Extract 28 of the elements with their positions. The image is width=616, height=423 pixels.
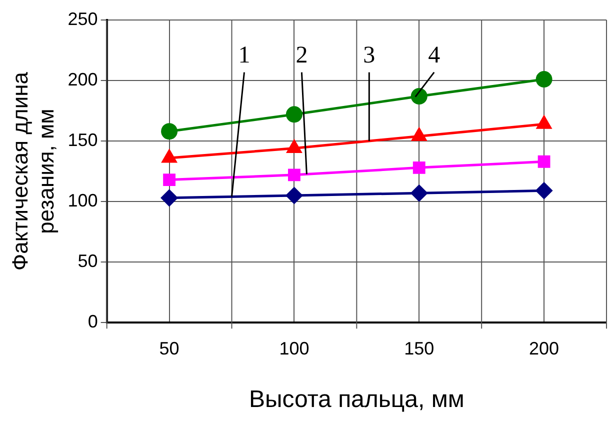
point [163,174,176,186]
point [410,184,428,202]
y-axis-title: Фактическая длина резания, мм [7,71,59,271]
text: 1 [238,42,250,69]
point [410,88,428,105]
y-tick-label: 0 [88,312,98,332]
point [536,182,552,199]
point [286,106,302,123]
point [536,71,552,88]
y-tick-label: 100 [68,190,98,211]
x-tick-label: 50 [159,338,180,358]
point [286,187,302,204]
point [161,190,178,206]
x-tick-label: 150 [404,338,434,358]
text: 3 [363,42,376,69]
y-tick-label: 200 [68,69,98,90]
point [538,155,550,168]
point [412,161,426,174]
x-tick-label: 200 [529,338,560,358]
text: 2 [296,42,308,69]
y-tick-label: 150 [68,130,98,150]
x-tick-label: 100 [279,338,310,358]
series-label: 4 [428,42,440,69]
x-axis-title: Высота пальца, мм [248,386,464,414]
point [288,168,300,182]
y-tick-label: 250 [68,8,98,29]
y-tick-label: 50 [78,251,98,272]
point [161,123,178,140]
